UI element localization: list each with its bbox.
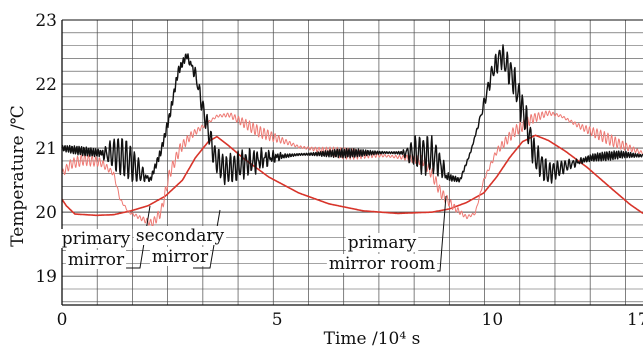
x-tick-label: 5 xyxy=(272,310,283,330)
annotation-label-primary-mirror: mirror xyxy=(68,250,125,270)
chart-axes: 19 20 21 22 23 0 5 10 17 xyxy=(35,11,643,330)
x-tick-label: 17 xyxy=(627,310,643,330)
annotation-background xyxy=(59,229,133,248)
annotation-label-primary-mirror: primary xyxy=(62,229,131,249)
annotation-label-primary-mirror-room: primary xyxy=(348,233,417,253)
y-tick-label: 19 xyxy=(35,267,57,287)
y-tick-label: 22 xyxy=(35,75,57,95)
annotation-background xyxy=(149,247,211,266)
series-line-mirror-room xyxy=(61,134,643,217)
x-tick-label: 10 xyxy=(482,310,504,330)
series-line-secondary-mirror xyxy=(61,110,643,228)
x-tick-label: 0 xyxy=(57,310,68,330)
annotation-label-secondary-mirror: mirror xyxy=(152,247,209,267)
chart-series xyxy=(61,44,643,228)
annotation-label-primary-mirror-room: mirror room xyxy=(329,254,435,274)
annotation-background xyxy=(133,226,227,245)
chart-annotations: primarymirrorsecondarymirrorprimarymirro… xyxy=(59,195,447,274)
annotation-label-secondary-mirror: secondary xyxy=(136,226,225,246)
annotation-background xyxy=(65,250,127,269)
annotation-background xyxy=(345,233,419,252)
y-tick-label: 21 xyxy=(35,139,57,159)
series-line-primary-mirror xyxy=(61,44,643,186)
y-axis-title: Temperature /℃ xyxy=(8,105,28,247)
chart-grid xyxy=(61,19,643,305)
y-tick-label: 20 xyxy=(35,203,57,223)
y-tick-label: 23 xyxy=(35,11,57,31)
x-axis-title: Time /10⁴ s xyxy=(324,329,421,349)
annotation-background xyxy=(326,254,438,273)
